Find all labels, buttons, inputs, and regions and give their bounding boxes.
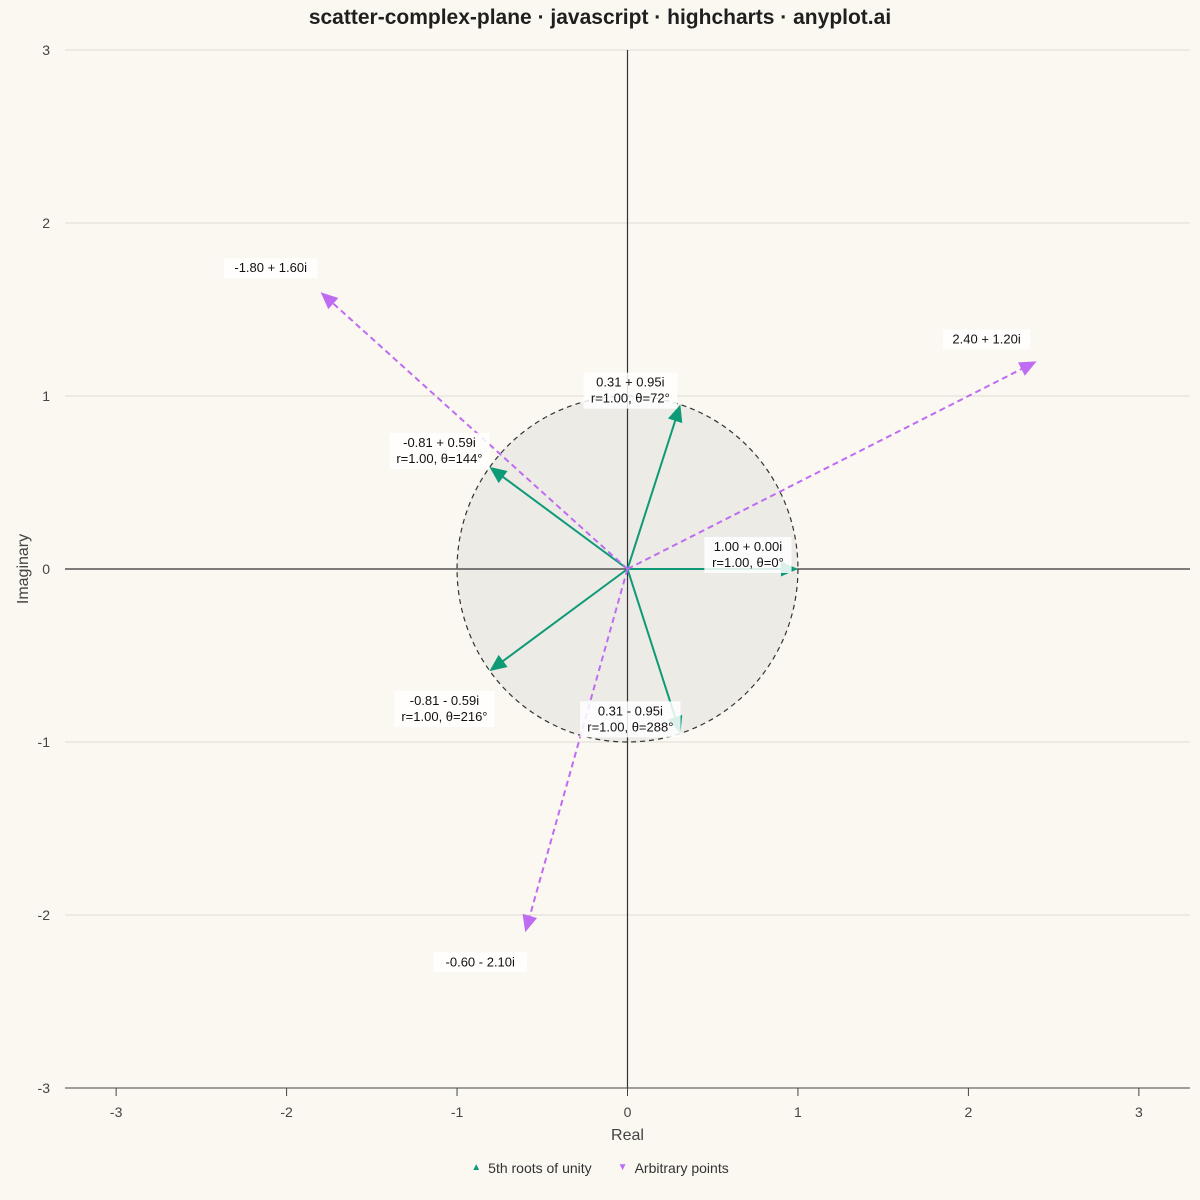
arrow-head (667, 404, 683, 424)
data-label-text: r=1.00, θ=144° (396, 451, 482, 466)
label-background (223, 258, 318, 279)
data-label-text: r=1.00, θ=216° (401, 709, 487, 724)
label-background (580, 701, 681, 738)
data-label: 2.40 + 1.20i (942, 329, 1031, 350)
chart-title: scatter-complex-plane · javascript · hig… (308, 6, 892, 29)
vector-line (495, 568, 629, 668)
x-axis-title: Real (611, 1127, 644, 1144)
data-label: -0.60 - 2.10i (433, 952, 528, 973)
data-label-text: r=1.00, θ=72° (591, 391, 670, 406)
x-tick-label: 1 (794, 1104, 802, 1120)
label-background (394, 691, 495, 728)
data-label-text: -0.81 - 0.59i (410, 693, 479, 708)
arrow-head (489, 654, 508, 672)
x-tick-label: 0 (624, 1104, 632, 1120)
arrow-head (489, 466, 508, 484)
y-tick-label: -3 (38, 1080, 51, 1096)
x-tick-label: -3 (110, 1104, 123, 1120)
data-label-text: r=1.00, θ=0° (712, 555, 784, 570)
data-label-text: -0.81 + 0.59i (403, 435, 476, 450)
legend: ▲ 5th roots of unity ▼ Arbitrary points (0, 1160, 1200, 1176)
vector-line (495, 470, 629, 570)
y-axis-title: Imaginary (15, 534, 32, 604)
data-label-text: 0.31 - 0.95i (598, 703, 663, 718)
x-tick-label: -1 (451, 1104, 464, 1120)
x-tick-label: 2 (965, 1104, 973, 1120)
tick-labels: -3 -2 -1 0 1 2 3 -3 -2 -1 0 1 2 3 (38, 42, 1143, 1120)
y-tick-label: -2 (38, 907, 51, 923)
legend-label: Arbitrary points (634, 1160, 729, 1176)
data-label-text: 1.00 + 0.00i (714, 539, 782, 554)
label-background (704, 537, 792, 573)
label-background (583, 372, 678, 409)
x-tick-label: 3 (1135, 1104, 1143, 1120)
label-background (389, 432, 490, 469)
data-label-text: -1.80 + 1.60i (234, 260, 307, 275)
vector-line (627, 364, 1030, 570)
triangle-up-icon: ▲ (471, 1162, 482, 1173)
legend-item-arbitrary[interactable]: ▼ Arbitrary points (618, 1160, 729, 1176)
data-label-text: 2.40 + 1.20i (952, 331, 1020, 346)
vector-line (626, 568, 679, 727)
data-label-text: r=1.00, θ=288° (587, 719, 673, 734)
legend-item-roots[interactable]: ▲ 5th roots of unity (471, 1160, 591, 1176)
arrow-head (320, 292, 339, 310)
y-tick-label: 1 (42, 388, 50, 404)
vector-line (626, 411, 679, 570)
label-background (942, 329, 1031, 350)
label-background (433, 952, 528, 973)
triangle-down-icon: ▼ (617, 1162, 628, 1173)
y-tick-label: 0 (42, 561, 50, 577)
legend-label: 5th roots of unity (488, 1160, 592, 1176)
y-tick-label: -1 (38, 734, 51, 750)
data-label: -1.80 + 1.60i (223, 258, 318, 279)
vector-line (526, 568, 629, 925)
data-label-text: -0.60 - 2.10i (446, 954, 515, 969)
y-tick-label: 3 (42, 42, 50, 58)
data-label-text: 0.31 + 0.95i (596, 375, 664, 390)
arrow-head (522, 913, 538, 933)
x-tick-label: -2 (280, 1104, 293, 1120)
y-tick-label: 2 (42, 215, 50, 231)
arrow-head (1018, 361, 1037, 376)
